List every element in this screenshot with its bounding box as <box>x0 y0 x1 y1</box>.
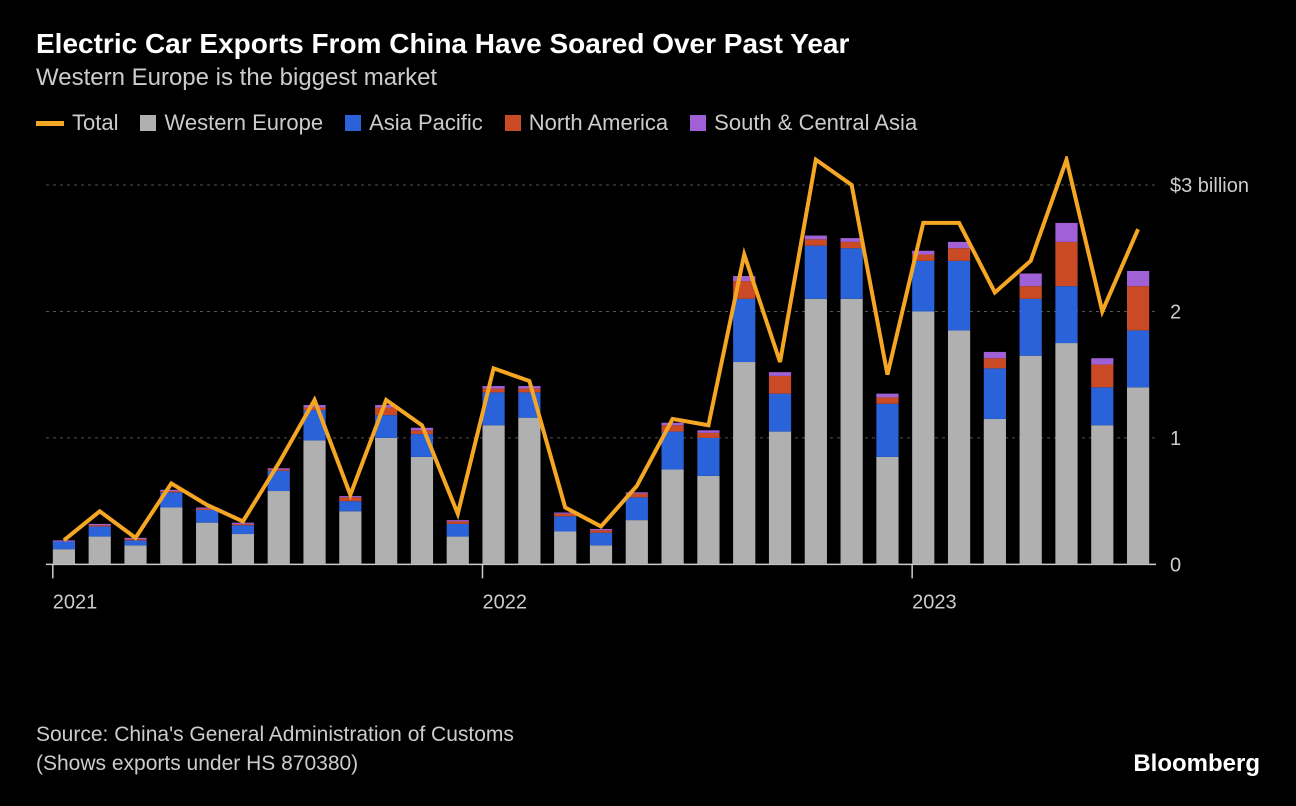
legend-item-we: Western Europe <box>140 110 323 136</box>
legend-swatch-ap <box>345 115 361 131</box>
legend-item-na: North America <box>505 110 668 136</box>
legend-label-sca: South & Central Asia <box>714 110 917 136</box>
legend-swatch-total <box>36 121 64 126</box>
legend-swatch-sca <box>690 115 706 131</box>
svg-text:1: 1 <box>1170 428 1181 450</box>
chart-title: Electric Car Exports From China Have Soa… <box>36 28 1260 60</box>
legend-swatch-we <box>140 115 156 131</box>
svg-text:2023: 2023 <box>912 591 957 613</box>
legend-item-sca: South & Central Asia <box>690 110 917 136</box>
chart-area: 0 1 2 $3 billion 2021 2022 2023 <box>36 156 1260 646</box>
chart-subtitle: Western Europe is the biggest market <box>36 64 1260 92</box>
svg-text:2021: 2021 <box>53 591 97 613</box>
legend-label-ap: Asia Pacific <box>369 110 483 136</box>
legend-label-we: Western Europe <box>164 110 323 136</box>
legend-item-ap: Asia Pacific <box>345 110 483 136</box>
source-text: Source: China's General Administration o… <box>36 721 514 778</box>
svg-text:2022: 2022 <box>482 591 527 613</box>
svg-text:0: 0 <box>1170 554 1181 576</box>
legend-item-total: Total <box>36 110 118 136</box>
legend-label-total: Total <box>72 110 118 136</box>
legend-label-na: North America <box>529 110 668 136</box>
footer: Source: China's General Administration o… <box>36 721 1260 778</box>
source-line2: (Shows exports under HS 870380) <box>36 750 514 778</box>
chart-svg: 0 1 2 $3 billion 2021 2022 2023 <box>36 156 1260 646</box>
source-line1: Source: China's General Administration o… <box>36 721 514 749</box>
svg-text:2: 2 <box>1170 301 1181 323</box>
legend: Total Western Europe Asia Pacific North … <box>36 110 1260 136</box>
svg-text:$3 billion: $3 billion <box>1170 175 1249 197</box>
brand-logo: Bloomberg <box>1133 750 1260 778</box>
legend-swatch-na <box>505 115 521 131</box>
